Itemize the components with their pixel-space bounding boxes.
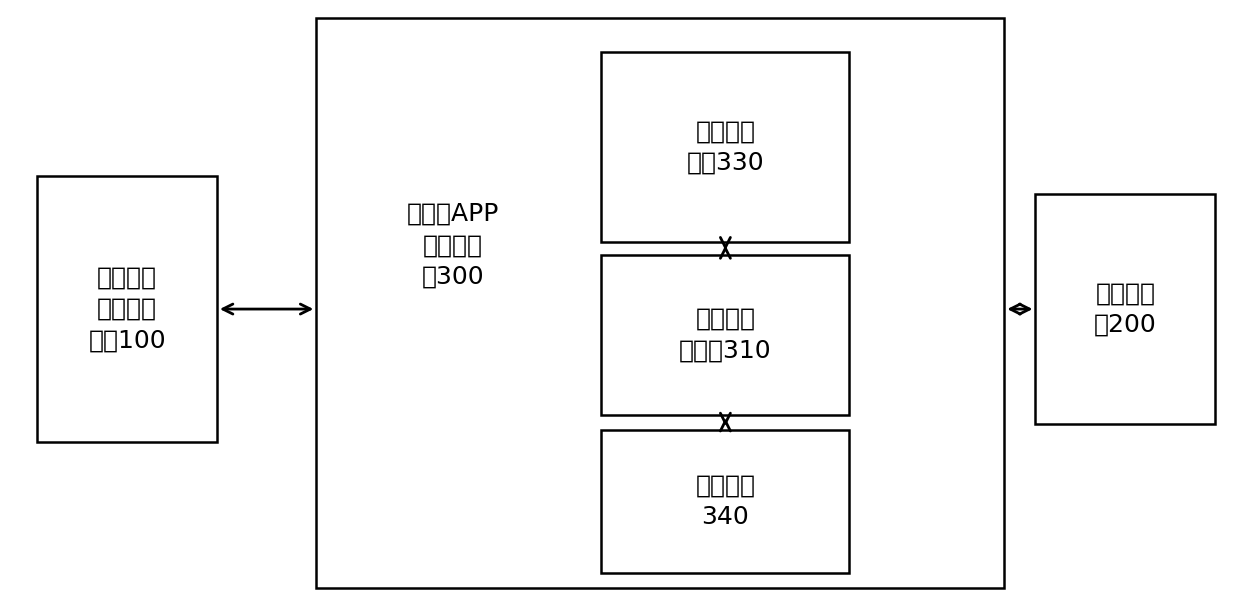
Text: 云端服务
器200: 云端服务 器200 [1094,281,1157,337]
Text: 第三中央
处理器310: 第三中央 处理器310 [680,307,771,362]
Bar [601,430,849,573]
Text: 支付单元
340: 支付单元 340 [696,474,755,529]
Bar [316,18,1004,588]
Text: 充电锂电
池管理子
系统100: 充电锂电 池管理子 系统100 [88,265,166,353]
Text: 安装有APP
的手持终
端300: 安装有APP 的手持终 端300 [407,202,498,289]
Bar [1035,194,1215,424]
Text: 订单生成
单元330: 订单生成 单元330 [687,119,764,175]
Bar [601,52,849,242]
Bar [601,255,849,415]
Bar [37,176,217,442]
